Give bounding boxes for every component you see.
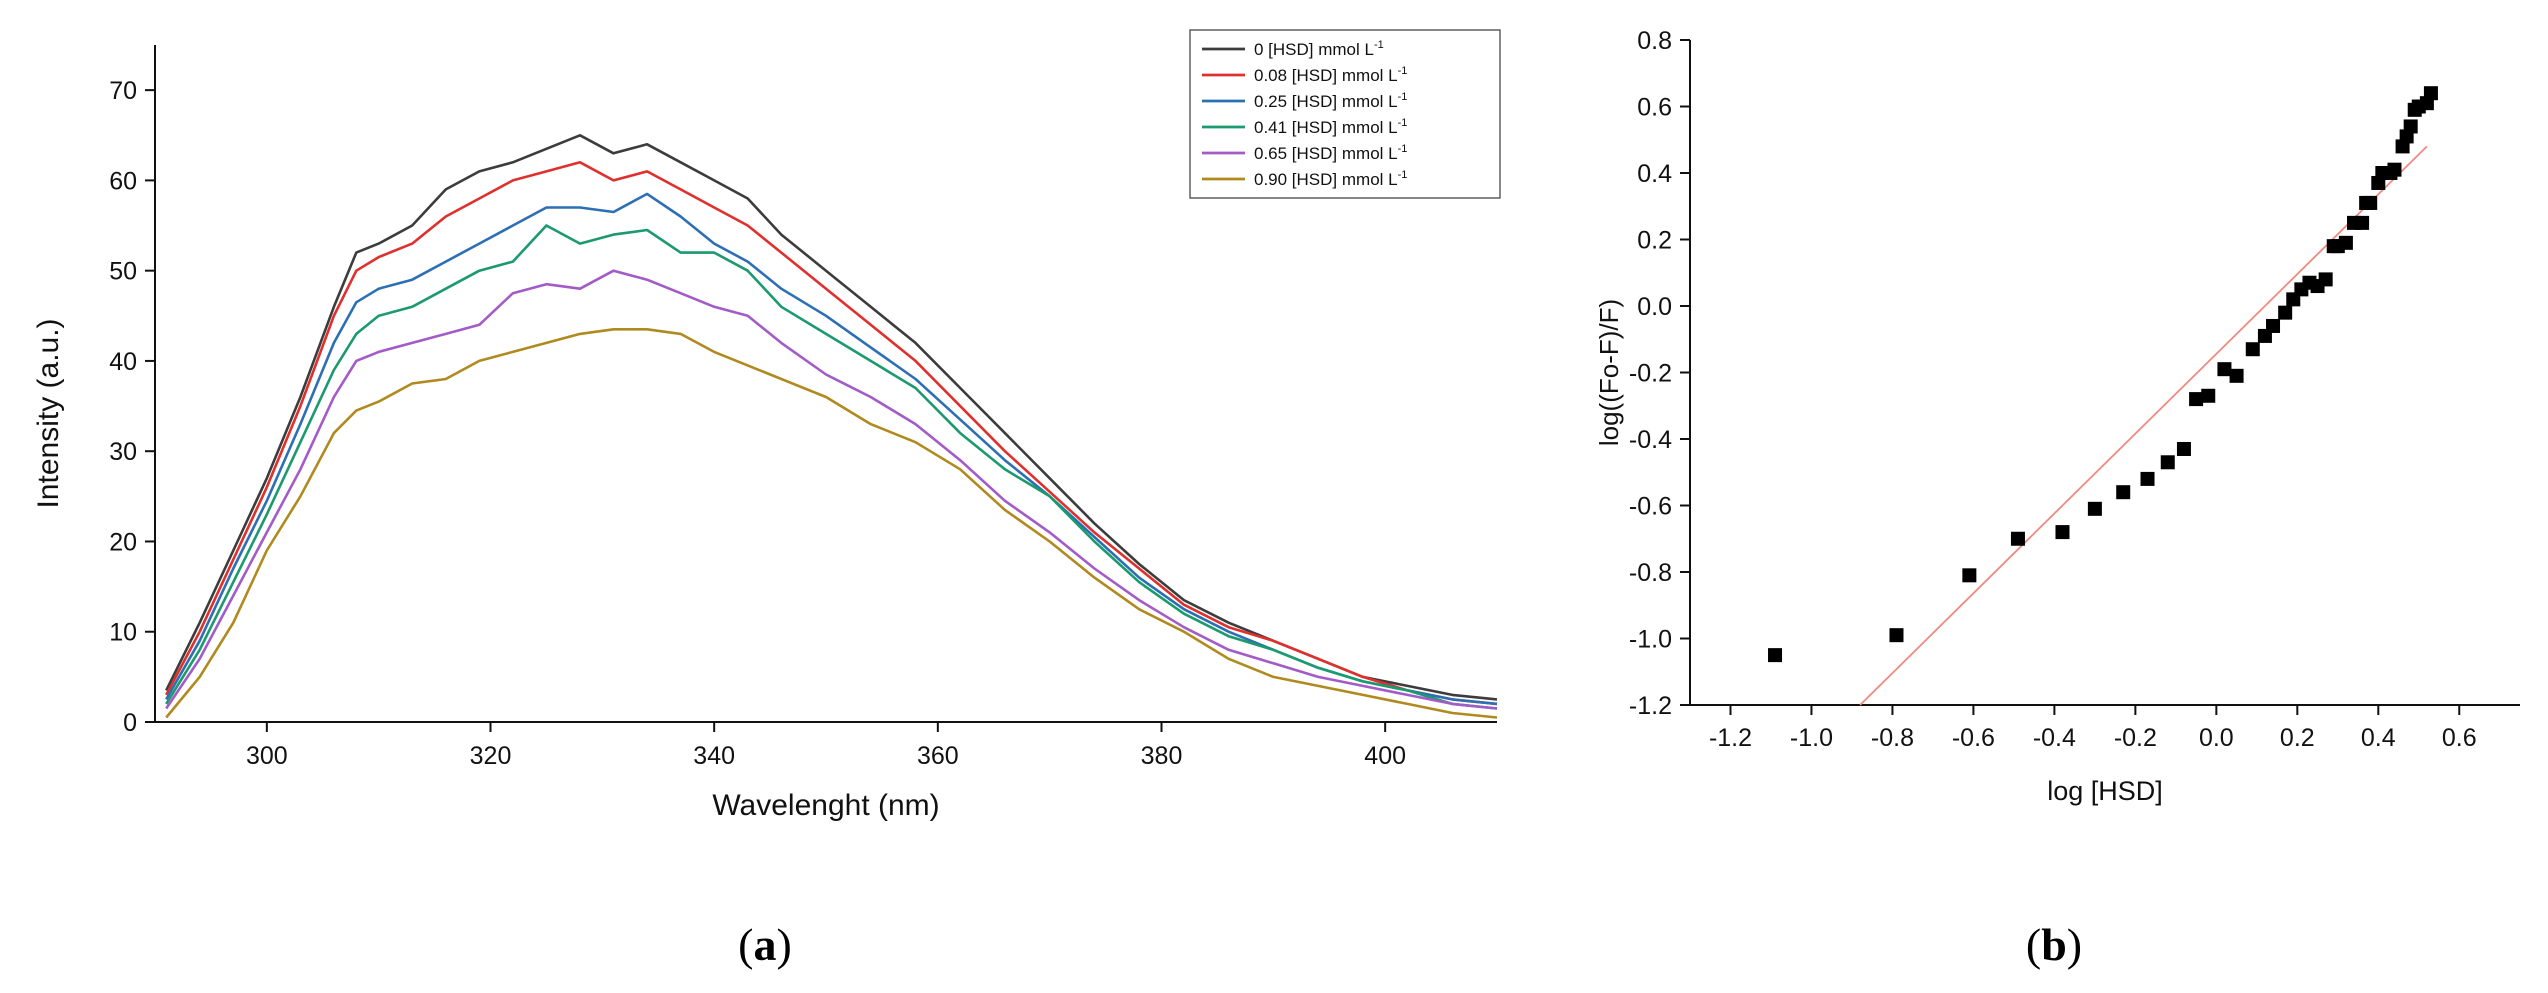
chart-b-y-tick-label: 0.2 xyxy=(1637,227,1672,255)
chart-b-data-point-16 xyxy=(2266,318,2281,333)
chart-a-x-tick-label: 340 xyxy=(693,742,735,770)
chart-a-legend-entry-0: 0 [HSD] mmol L-1 xyxy=(1254,39,1384,59)
chart-a-legend-entry-0-superscript: -1 xyxy=(1374,39,1384,51)
chart-a-x-tick-label: 360 xyxy=(917,742,959,770)
chart-b-scatter: -1.2 -1.0 -0.8 -0.6 -0.4 -0.2 0.0 0.2 0.4 0.6 -1.2… xyxy=(1594,27,2520,806)
chart-b-y-tick-label: -0.6 xyxy=(1629,493,1672,521)
panel-label-b-letter: b xyxy=(2041,919,2067,970)
chart-a-legend-entry-4-superscript: -1 xyxy=(1398,143,1408,155)
chart-a-series-line-3 xyxy=(165,224,1498,710)
chart-b-x-tick-label: 0.2 xyxy=(2280,724,2315,752)
chart-b-data-point-8 xyxy=(2160,455,2175,470)
panel-label-b-open: ( xyxy=(2026,919,2041,970)
chart-b-x-tick-label: 0.4 xyxy=(2361,724,2396,752)
chart-b-x-tick-label: -0.6 xyxy=(1952,724,1995,752)
chart-b-data-point-40 xyxy=(2423,86,2438,101)
chart-b-data-point-4 xyxy=(2055,525,2070,540)
chart-a-x-tick-label: 300 xyxy=(246,742,288,770)
chart-b-data-point-17 xyxy=(2278,305,2293,320)
chart-b-data-point-2 xyxy=(1962,568,1977,583)
chart-a-x-tick-label: 380 xyxy=(1141,742,1183,770)
chart-b-data-point-33 xyxy=(2387,162,2402,177)
chart-b-data-point-0 xyxy=(1768,648,1783,663)
chart-b-x-axis-title: log [HSD] xyxy=(2047,776,2163,806)
chart-b-x-tick-label: 0.6 xyxy=(2442,724,2477,752)
chart-b-data-point-13 xyxy=(2229,368,2244,383)
chart-a-legend: 0 [HSD] mmol L-1 0.08 [HSD] mmol L-1 0.25 … xyxy=(1189,29,1501,199)
chart-a-series-line-4 xyxy=(165,269,1498,710)
chart-a-series-group xyxy=(165,134,1498,719)
chart-b-data-point-29 xyxy=(2363,195,2378,210)
chart-a-legend-entry-1: 0.08 [HSD] mmol L-1 xyxy=(1254,65,1407,85)
chart-a-legend-box xyxy=(1189,29,1501,199)
chart-a-series-line-1 xyxy=(165,161,1498,706)
chart-b-x-tick-label: 0.0 xyxy=(2199,724,2234,752)
chart-b-y-tick-label: -1.2 xyxy=(1629,692,1672,720)
chart-b-data-point-9 xyxy=(2176,441,2191,456)
chart-b-y-tick-label: 0.6 xyxy=(1637,94,1672,122)
chart-b-x-tick-label: -0.2 xyxy=(2114,724,2157,752)
chart-a-y-tick-label: 10 xyxy=(109,619,137,647)
chart-a-y-tick-label: 70 xyxy=(109,77,137,105)
chart-b-data-point-6 xyxy=(2116,485,2131,500)
chart-a-legend-entry-2-superscript: -1 xyxy=(1398,91,1408,103)
chart-a-legend-entry-3-superscript: -1 xyxy=(1398,117,1408,129)
chart-b-data-point-12 xyxy=(2217,362,2232,377)
chart-b-data-point-22 xyxy=(2318,272,2333,287)
chart-b-data-point-5 xyxy=(2087,501,2102,516)
chart-a-series-line-2 xyxy=(165,192,1498,706)
chart-b-x-tick-label: -1.0 xyxy=(1790,724,1833,752)
chart-a-y-tick-label: 60 xyxy=(109,167,137,195)
chart-a-x-axis-title: Wavelenght (nm) xyxy=(712,789,939,822)
chart-b-points-group xyxy=(1768,86,2438,663)
chart-b-y-tick-label: -0.8 xyxy=(1629,559,1672,587)
chart-a-legend-entry-4: 0.65 [HSD] mmol L-1 xyxy=(1254,143,1407,163)
chart-b-y-tick-label: 0.4 xyxy=(1637,160,1672,188)
chart-a-y-tick-label: 20 xyxy=(109,528,137,556)
chart-b-y-axis-title: log((Fo-F)/F) xyxy=(1594,299,1624,446)
chart-a-legend-entry-5-superscript: -1 xyxy=(1398,169,1408,181)
chart-b-y-tick-label: 0.0 xyxy=(1637,293,1672,321)
chart-a-series-line-5 xyxy=(165,327,1498,719)
chart-a-y-tick-label: 0 xyxy=(123,709,137,737)
panel-label-a-open: ( xyxy=(738,919,753,970)
chart-a-x-tick-label: 320 xyxy=(470,742,512,770)
chart-b-x-tick-label: -1.2 xyxy=(1709,724,1752,752)
chart-a-y-tick-label: 30 xyxy=(109,438,137,466)
chart-b-data-point-36 xyxy=(2403,119,2418,134)
chart-a-legend-entry-1-superscript: -1 xyxy=(1398,65,1408,77)
chart-b-y-tick-label: -1.0 xyxy=(1629,626,1672,654)
chart-b-y-tick-label: -0.2 xyxy=(1629,360,1672,388)
chart-b-axes: -1.2 -1.0 -0.8 -0.6 -0.4 -0.2 0.0 0.2 0.4 0.6 -1.2… xyxy=(1629,27,2520,752)
chart-a-spectra: 300 320 340 360 380 400 0 10 20 30 40 50 60 70 Wavele… xyxy=(32,29,1501,822)
chart-b-data-point-25 xyxy=(2338,235,2353,250)
chart-a-series-line-0 xyxy=(165,134,1498,701)
chart-a-legend-entry-2: 0.25 [HSD] mmol L-1 xyxy=(1254,91,1407,111)
chart-b-data-point-7 xyxy=(2140,471,2155,486)
chart-b-data-point-10 xyxy=(2189,392,2204,407)
chart-b-data-point-27 xyxy=(2355,215,2370,230)
chart-b-data-point-3 xyxy=(2010,531,2025,546)
chart-b-x-tick-label: -0.8 xyxy=(1871,724,1914,752)
chart-b-x-tick-label: -0.4 xyxy=(2033,724,2076,752)
chart-a-y-tick-label: 50 xyxy=(109,258,137,286)
chart-b-data-point-11 xyxy=(2201,388,2216,403)
chart-b-y-tick-label: 0.8 xyxy=(1637,27,1672,55)
panel-label-a-close: ) xyxy=(777,919,792,970)
chart-a-y-axis-title: Intensity (a.u.) xyxy=(32,318,65,508)
chart-a-legend-entry-5: 0.90 [HSD] mmol L-1 xyxy=(1254,169,1407,189)
panel-label-a: (a) xyxy=(738,919,792,970)
chart-a-axes: 300 320 340 360 380 400 0 10 20 30 40 50 60 70 xyxy=(109,45,1497,770)
chart-a-legend-entry-3: 0.41 [HSD] mmol L-1 xyxy=(1254,117,1407,137)
panel-label-a-letter: a xyxy=(754,919,777,970)
chart-a-y-tick-label: 40 xyxy=(109,348,137,376)
chart-b-data-point-14 xyxy=(2245,342,2260,357)
chart-a-x-tick-label: 400 xyxy=(1364,742,1406,770)
chart-b-y-tick-label: -0.4 xyxy=(1629,426,1672,454)
chart-b-data-point-1 xyxy=(1889,628,1904,643)
panel-label-b: (b) xyxy=(2026,919,2082,970)
panel-label-b-close: ) xyxy=(2067,919,2082,970)
